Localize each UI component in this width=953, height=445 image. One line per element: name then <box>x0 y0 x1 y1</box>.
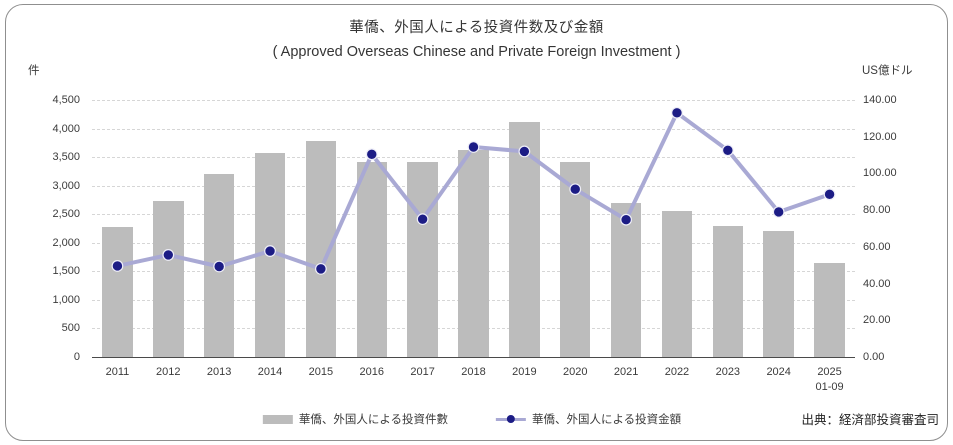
legend: 華僑、外国人による投資件數 華僑、外国人による投資金額 <box>262 411 681 427</box>
left-axis-tick: 3,500 <box>52 151 80 164</box>
left-axis-tick: 1,000 <box>52 293 80 306</box>
right-axis-tick: 80.00 <box>863 204 891 217</box>
line-marker-2014 <box>264 245 276 257</box>
x-axis-label: 2011 <box>105 366 130 378</box>
legend-entry-line: 華僑、外国人による投資金額 <box>496 411 681 427</box>
x-axis-label: 2014 <box>257 366 283 378</box>
line-marker-2024 <box>772 206 785 218</box>
right-axis-tick: 100.00 <box>863 167 897 180</box>
left-axis-tick: 2,500 <box>52 208 80 221</box>
x-axis-label: 2015 <box>308 366 334 378</box>
line-marker-2013 <box>213 260 226 273</box>
x-axis-label: 2024 <box>766 366 791 378</box>
bar-2024 <box>763 231 794 357</box>
line-marker-2023 <box>721 144 734 157</box>
line-path <box>117 110 831 271</box>
line-marker-2015 <box>314 262 327 275</box>
x-axis-label: 2021 <box>613 366 639 378</box>
left-axis-tick: 4,000 <box>52 122 80 135</box>
left-axis-tick: 0 <box>73 351 80 363</box>
line-marker-2017 <box>416 213 429 226</box>
line-series-swatch-icon <box>496 414 526 424</box>
x-axis-line <box>92 357 855 358</box>
bar-2016 <box>356 161 388 357</box>
right-axis-tick: 40.00 <box>863 277 891 290</box>
bar-2017 <box>407 161 438 357</box>
x-axis-label: 2020 <box>562 366 588 378</box>
x-axis-label: 2016 <box>359 366 384 378</box>
x-axis-label: 2025 01-09 <box>815 366 844 393</box>
right-axis-unit-label: US億ドル <box>862 65 913 77</box>
left-axis-tick: 500 <box>61 322 80 335</box>
x-axis-label: 2012 <box>156 366 181 378</box>
bar-2022 <box>661 210 693 357</box>
legend-entry-bars: 華僑、外国人による投資件數 <box>262 411 448 427</box>
x-axis-label: 2013 <box>206 366 232 378</box>
right-axis-tick: 0.00 <box>863 351 885 363</box>
bar-2021 <box>610 202 642 357</box>
bar-2025 <box>814 262 845 357</box>
right-axis-tick: 120.00 <box>863 130 897 143</box>
right-axis-tick: 60.00 <box>863 240 891 253</box>
line-series <box>111 106 836 275</box>
x-axis-label: 2023 <box>715 366 741 378</box>
source-note: 出典：経済部投資審査司 <box>801 413 939 427</box>
x-axis-label: 2017 <box>410 366 435 378</box>
legend-bars-label: 華僑、外国人による投資件數 <box>298 414 448 426</box>
line-marker-2016 <box>365 148 378 161</box>
gridline <box>92 128 855 130</box>
plot-area <box>92 100 855 358</box>
line-marker-2022 <box>671 106 683 119</box>
right-axis-tick: 20.00 <box>863 314 891 327</box>
bar-2018 <box>458 150 489 357</box>
line-marker-2025 <box>823 188 836 201</box>
line-marker-2011 <box>111 260 124 272</box>
line-marker-2019 <box>518 145 531 158</box>
x-axis-label: 2022 <box>664 366 690 378</box>
left-axis-tick: 3,000 <box>52 179 80 192</box>
left-axis-unit-label: 件 <box>28 65 40 77</box>
line-marker-2021 <box>620 213 632 226</box>
bar-2012 <box>153 200 184 357</box>
left-axis-tick: 2,000 <box>52 236 80 249</box>
bar-2023 <box>712 226 744 357</box>
gridline <box>92 100 855 101</box>
right-axis-tick: 140.00 <box>863 94 897 106</box>
left-axis-tick: 4,500 <box>52 94 80 106</box>
chart-subtitle: ( Approved Overseas Chinese and Private … <box>272 44 681 60</box>
bar-series-swatch-icon <box>262 414 293 424</box>
x-axis-label: 2018 <box>461 366 486 378</box>
left-axis-tick: 1,500 <box>52 265 80 278</box>
chart-title: 華僑、外国人による投資件数及び金額 <box>349 20 604 36</box>
x-axis-label: 2019 <box>512 366 537 378</box>
bar-2011 <box>102 226 133 357</box>
line-marker-2018 <box>467 141 480 153</box>
legend-line-label: 華僑、外国人による投資金額 <box>532 414 682 426</box>
line-marker-2020 <box>569 183 582 196</box>
line-marker-2012 <box>162 249 175 261</box>
